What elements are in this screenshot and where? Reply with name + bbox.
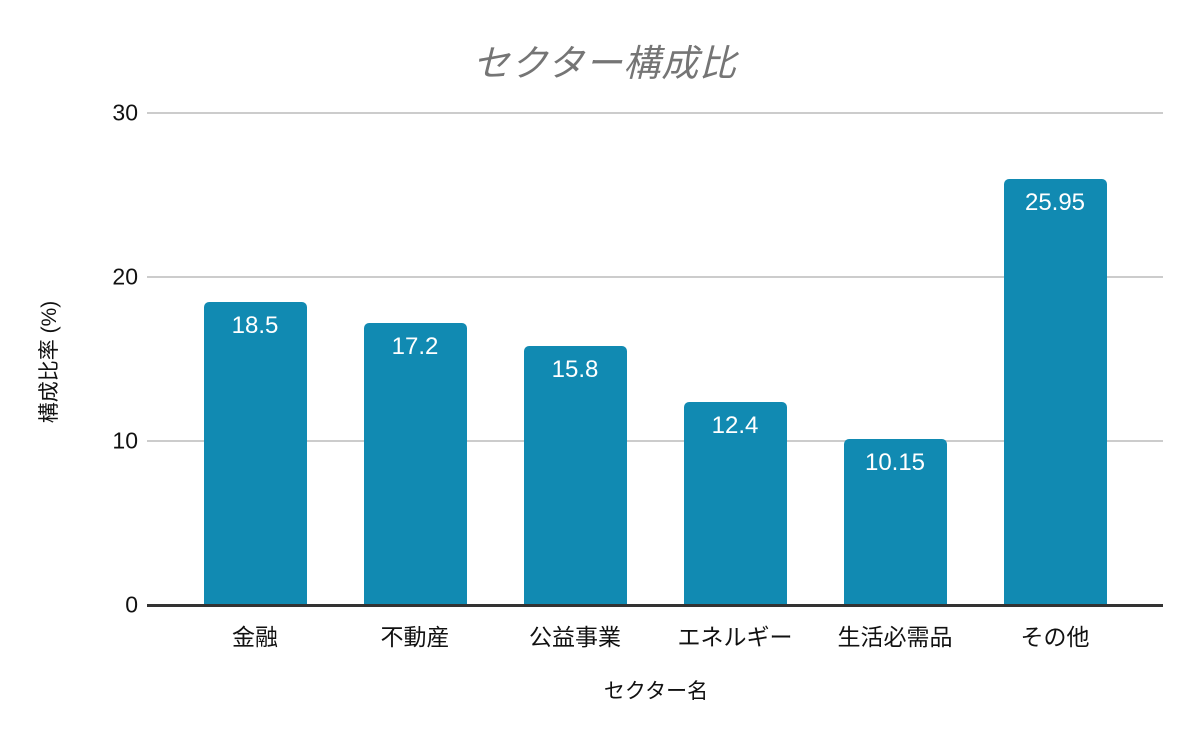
y-tick-label-10: 10: [112, 427, 138, 454]
gridline-y-20: [147, 276, 1163, 278]
bar-value-label: 17.2: [391, 332, 439, 360]
bar-エネルギー: 12.4: [683, 401, 787, 605]
chart-title: セクター構成比: [472, 43, 738, 84]
bar-value-label: 12.4: [711, 411, 759, 439]
y-tick-label-30: 30: [112, 99, 138, 126]
x-tick-label-不動産: 不動産: [380, 624, 450, 650]
y-axis-title: 構成比率 (%): [38, 300, 61, 424]
bar-公益事業: 15.8: [523, 345, 627, 605]
x-axis-line: [147, 604, 1163, 607]
bar-value-label: 25.95: [1024, 189, 1086, 217]
bar-value-label: 15.8: [551, 355, 599, 383]
y-tick-label-20: 20: [112, 263, 138, 290]
x-tick-label-その他: その他: [1020, 624, 1090, 650]
bar-金融: 18.5: [203, 301, 307, 605]
x-tick-label-生活必需品: 生活必需品: [837, 624, 953, 650]
bar-value-label: 10.15: [864, 448, 926, 476]
x-axis-title: セクター名: [603, 680, 709, 703]
x-tick-label-公益事業: 公益事業: [529, 624, 621, 650]
bar-不動産: 17.2: [363, 322, 467, 605]
bar-value-label: 18.5: [231, 311, 279, 339]
y-tick-label-0: 0: [125, 591, 138, 618]
gridline-y-10: [147, 440, 1163, 442]
x-tick-label-エネルギー: エネルギー: [677, 624, 793, 650]
gridline-y-30: [147, 112, 1163, 114]
x-tick-label-金融: 金融: [232, 624, 278, 650]
bar-生活必需品: 10.15: [843, 438, 947, 605]
bar-その他: 25.95: [1003, 179, 1107, 605]
